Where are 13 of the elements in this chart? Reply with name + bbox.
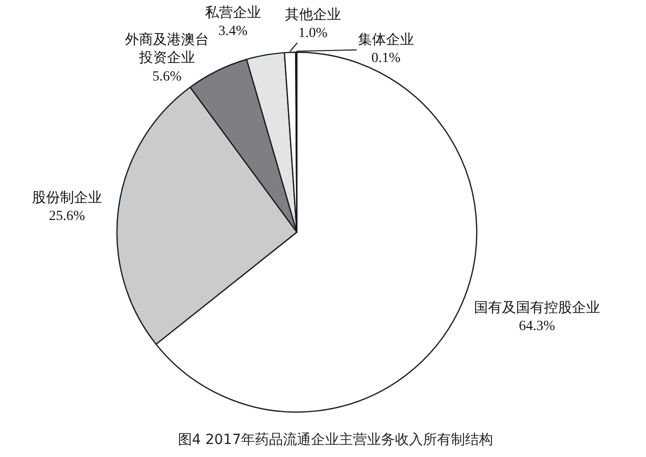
data-label: 25.6% [48,209,86,224]
slice-label: 私营企业 [205,5,261,21]
slice-label: 集体企业 [358,32,414,48]
slice-label: 国有及国有控股企业 [474,300,600,316]
data-label: 0.1% [371,51,401,66]
data-label: 1.0% [298,26,328,42]
data-label: 64.3% [518,319,556,334]
caption: 图4 2017年药品流通企业主营业务收入所有制结构 [178,432,493,448]
slice-label: 其他企业 [285,7,341,23]
slice-label: 外商及港澳台投资企业 [125,32,209,66]
data-label: 5.6% [152,69,182,84]
data-label: 3.4% [218,24,248,40]
slice-label: 股份制企业 [32,190,102,206]
